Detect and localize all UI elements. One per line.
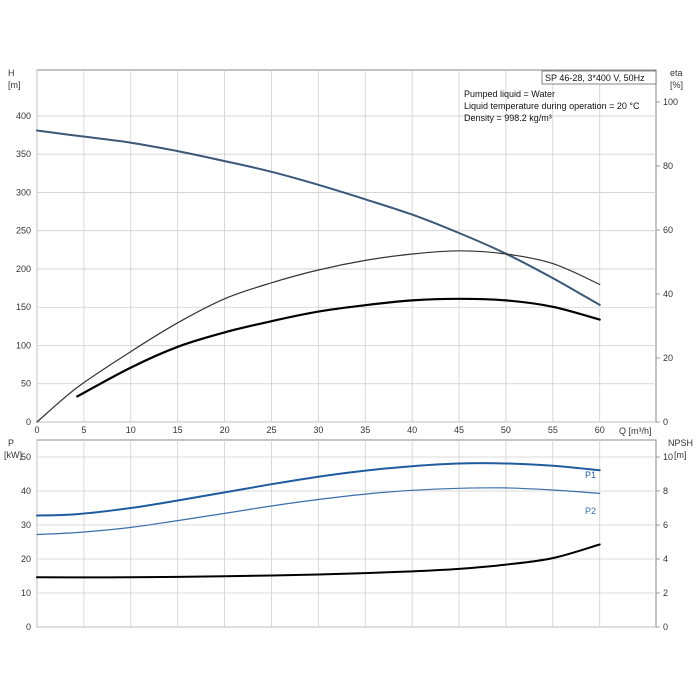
top-series-line-3 <box>76 297 601 398</box>
top-x-tick-label: 0 <box>34 425 39 435</box>
top-y-tick-label-left: 0 <box>26 417 31 427</box>
top-series <box>36 129 601 423</box>
top-x-tick-label: 25 <box>266 425 276 435</box>
top-x-tick-label: 30 <box>313 425 323 435</box>
top-ylabel-right-1: eta <box>670 68 683 78</box>
top-y-tick-label-left: 150 <box>16 302 31 312</box>
top-ylabel-left-2: [m] <box>8 80 21 90</box>
bottom-y-tick-label-right: 8 <box>663 486 668 496</box>
info-box-title: SP 46-28, 3*400 V, 50Hz <box>545 73 645 83</box>
bottom-y-tick-label-left: 40 <box>21 486 31 496</box>
bottom-y-tick-label-right: 0 <box>663 622 668 632</box>
top-x-tick-label: 45 <box>454 425 464 435</box>
bottom-ylabel-right-2: [m] <box>674 450 687 460</box>
top-x-tick-label: 20 <box>220 425 230 435</box>
top-x-tick-label: 35 <box>360 425 370 435</box>
top-y-tick-label-right: 0 <box>663 417 668 427</box>
top-y-tick-label-left: 400 <box>16 111 31 121</box>
top-x-tick-label: 5 <box>81 425 86 435</box>
bottom-y-tick-label-right: 6 <box>663 520 668 530</box>
bottom-y-tick-label-right: 10 <box>663 452 673 462</box>
bottom-ylabel-right-1: NPSH <box>668 438 693 448</box>
top-series-line-2 <box>36 250 601 423</box>
top-x-tick-label: 60 <box>595 425 605 435</box>
bottom-y-tick-label-left: 10 <box>21 588 31 598</box>
bottom-series-line-0 <box>36 462 601 517</box>
top-y-tick-label-left: 200 <box>16 264 31 274</box>
bottom-grid <box>36 439 660 628</box>
info-box-line-2: Liquid temperature during operation = 20… <box>464 101 640 111</box>
bottom-y-tick-label-left: 20 <box>21 554 31 564</box>
bottom-ylabel-left-1: P <box>8 438 14 448</box>
info-box-title-frame <box>541 70 657 85</box>
bottom-ylabel-left-2: [kW] <box>4 450 22 460</box>
top-y-tick-label-left: 300 <box>16 187 31 197</box>
top-y-tick-label-right: 20 <box>663 353 673 363</box>
top-y-tick-label-right: 60 <box>663 225 673 235</box>
top-x-tick-label: 40 <box>407 425 417 435</box>
top-x-tick-label: 15 <box>173 425 183 435</box>
bottom-y-tick-label-right: 4 <box>663 554 668 564</box>
top-x-tick-label: 10 <box>126 425 136 435</box>
top-y-tick-label-left: 50 <box>21 379 31 389</box>
bottom-y-tick-label-left: 30 <box>21 520 31 530</box>
top-ylabel-left-1: H <box>8 68 15 78</box>
bottom-frame <box>36 439 657 628</box>
bottom-series <box>36 462 601 579</box>
top-y-tick-label-right: 80 <box>663 161 673 171</box>
bottom-y-tick-label-left: 50 <box>21 452 31 462</box>
info-box-line-1: Pumped liquid = Water <box>464 89 555 99</box>
bottom-series-line-1 <box>36 487 601 536</box>
top-y-tick-label-left: 100 <box>16 340 31 350</box>
series-label-p2: P2 <box>585 506 596 516</box>
top-grid <box>36 69 660 423</box>
top-y-tick-label-left: 350 <box>16 149 31 159</box>
top-y-tick-label-right: 100 <box>663 97 678 107</box>
bottom-y-tick-label-right: 2 <box>663 588 668 598</box>
top-y-tick-label-left: 250 <box>16 226 31 236</box>
top-x-tick-label: 50 <box>501 425 511 435</box>
top-xlabel: Q [m³/h] <box>619 426 652 436</box>
info-box-line-3: Density = 998.2 kg/m³ <box>464 113 552 123</box>
top-x-tick-label: 55 <box>548 425 558 435</box>
bottom-y-tick-label-left: 0 <box>26 622 31 632</box>
top-ylabel-right-2: [%] <box>670 80 683 90</box>
top-ticks: 0 5 10 15 20 25 30 35 40 45 50 55 600501001502002503… <box>16 97 678 435</box>
top-y-tick-label-right: 40 <box>663 289 673 299</box>
bottom-series-line-2 <box>36 543 601 579</box>
series-label-p1: P1 <box>585 470 596 480</box>
bottom-ticks: 0 10 20 30 40 50 0 2 4 6 8 10 <box>21 452 673 632</box>
